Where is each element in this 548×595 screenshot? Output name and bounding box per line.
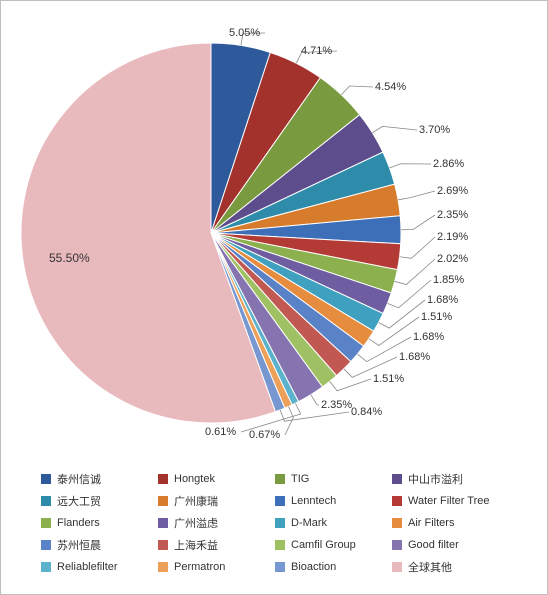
legend-swatch bbox=[275, 496, 285, 506]
slice-label: 0.84% bbox=[351, 406, 382, 418]
leader-line bbox=[330, 379, 371, 391]
legend-item: 广州溢虑 bbox=[158, 515, 275, 531]
legend-item: 中山市溢利 bbox=[392, 471, 509, 487]
slice-label: 0.61% bbox=[205, 426, 236, 438]
legend-item: Hongtek bbox=[158, 471, 275, 487]
legend-swatch bbox=[392, 540, 402, 550]
legend-swatch bbox=[158, 518, 168, 528]
leader-line bbox=[398, 191, 435, 200]
legend-label: Permatron bbox=[174, 561, 225, 573]
legend-swatch bbox=[275, 562, 285, 572]
legend-swatch bbox=[158, 562, 168, 572]
legend-item: 泰州信诚 bbox=[41, 471, 158, 487]
legend-label: 苏州恒晨 bbox=[57, 537, 101, 553]
legend-item: Camfil Group bbox=[275, 537, 392, 553]
slice-label: 0.67% bbox=[249, 429, 280, 441]
slice-label: 1.51% bbox=[421, 311, 452, 323]
slice-label: 1.68% bbox=[399, 351, 430, 363]
slice-label: 4.71% bbox=[301, 45, 332, 57]
legend-item: Air Filters bbox=[392, 515, 509, 531]
big-slice-label: 55.50% bbox=[49, 251, 90, 265]
legend-label: 广州溢虑 bbox=[174, 515, 218, 531]
legend-label: 广州康瑞 bbox=[174, 493, 218, 509]
chart-frame: 5.05% 4.71% 4.54% 3.70% 2.86% 2.69% 2.35% 2.19%… bbox=[0, 0, 548, 595]
legend-item: Permatron bbox=[158, 559, 275, 575]
legend-label: Camfil Group bbox=[291, 539, 356, 551]
legend-item: 上海禾益 bbox=[158, 537, 275, 553]
slice-label: 2.35% bbox=[437, 209, 468, 221]
legend-label: Hongtek bbox=[174, 473, 215, 485]
legend-swatch bbox=[158, 540, 168, 550]
legend-label: 中山市溢利 bbox=[408, 471, 463, 487]
legend-label: 上海禾益 bbox=[174, 537, 218, 553]
legend-label: TIG bbox=[291, 473, 309, 485]
slice-label: 2.19% bbox=[437, 231, 468, 243]
legend-label: 泰州信诚 bbox=[57, 471, 101, 487]
slice-label: 5.05% bbox=[229, 27, 260, 39]
leader-line bbox=[395, 259, 435, 284]
legend-label: D-Mark bbox=[291, 517, 327, 529]
legend-item: Flanders bbox=[41, 515, 158, 531]
legend-swatch bbox=[275, 474, 285, 484]
legend-label: Reliablefilter bbox=[57, 561, 118, 573]
legend-item: Reliablefilter bbox=[41, 559, 158, 575]
legend-item: 远大工贸 bbox=[41, 493, 158, 509]
slice-label: 1.51% bbox=[373, 373, 404, 385]
slice-label: 2.86% bbox=[433, 158, 464, 170]
slice-label: 1.68% bbox=[413, 331, 444, 343]
legend-label: Water Filter Tree bbox=[408, 495, 490, 507]
legend-swatch bbox=[41, 540, 51, 550]
legend-item: Water Filter Tree bbox=[392, 493, 509, 509]
legend-item: D-Mark bbox=[275, 515, 392, 531]
legend-label: Bioaction bbox=[291, 561, 336, 573]
slice-label: 2.02% bbox=[437, 253, 468, 265]
leader-line bbox=[401, 215, 435, 230]
slice-label: 1.85% bbox=[433, 274, 464, 286]
legend-label: Lenntech bbox=[291, 495, 336, 507]
legend-item: 全球其他 bbox=[392, 559, 509, 575]
legend-item: 广州康瑞 bbox=[158, 493, 275, 509]
legend-swatch bbox=[41, 518, 51, 528]
legend-item: 苏州恒晨 bbox=[41, 537, 158, 553]
legend-swatch bbox=[392, 518, 402, 528]
legend-swatch bbox=[392, 562, 402, 572]
legend-swatch bbox=[41, 562, 51, 572]
legend-swatch bbox=[41, 474, 51, 484]
slice-label: 4.54% bbox=[375, 81, 406, 93]
pie-chart: 5.05% 4.71% 4.54% 3.70% 2.86% 2.69% 2.35% 2.19%… bbox=[1, 1, 548, 471]
slice-label: 3.70% bbox=[419, 124, 450, 136]
leader-line bbox=[311, 395, 319, 405]
leader-line bbox=[389, 164, 431, 168]
legend-swatch bbox=[158, 474, 168, 484]
slice-label: 1.68% bbox=[427, 294, 458, 306]
legend-swatch bbox=[158, 496, 168, 506]
leader-line bbox=[341, 86, 373, 95]
legend-item: Bioaction bbox=[275, 559, 392, 575]
legend-item: TIG bbox=[275, 471, 392, 487]
legend-swatch bbox=[275, 540, 285, 550]
legend-label: 远大工贸 bbox=[57, 493, 101, 509]
legend-label: Flanders bbox=[57, 517, 100, 529]
legend-label: 全球其他 bbox=[408, 559, 452, 575]
legend: 泰州信诚 Hongtek TIG 中山市溢利远大工贸 广州康瑞 Lenntech Water… bbox=[41, 471, 511, 581]
legend-swatch bbox=[392, 496, 402, 506]
legend-label: Air Filters bbox=[408, 517, 454, 529]
legend-label: Good filter bbox=[408, 539, 459, 551]
legend-item: Good filter bbox=[392, 537, 509, 553]
leader-line bbox=[400, 237, 435, 258]
slice-label: 2.35% bbox=[321, 399, 352, 411]
slice-label: 2.69% bbox=[437, 185, 468, 197]
legend-swatch bbox=[392, 474, 402, 484]
legend-swatch bbox=[41, 496, 51, 506]
legend-swatch bbox=[275, 518, 285, 528]
leader-line bbox=[372, 126, 417, 132]
legend-item: Lenntech bbox=[275, 493, 392, 509]
